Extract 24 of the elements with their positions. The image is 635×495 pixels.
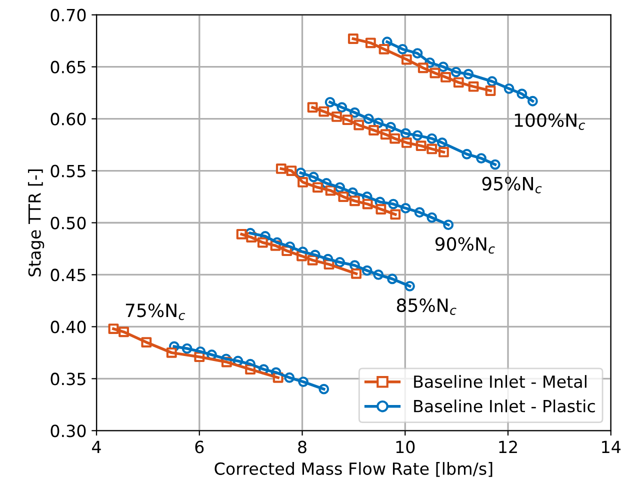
y-tick-label: 0.60 [50,112,86,126]
y-tick-label: 0.55 [50,164,86,178]
annotation: 100%N$_{c}$ [514,113,586,130]
y-tick-label: 0.40 [50,320,86,334]
x-tick-label: 4 [92,440,101,454]
x-tick-label: 6 [195,440,204,454]
annotation: 90%N$_{c}$ [435,237,495,254]
x-tick-label: 8 [298,440,306,454]
annotation: 85%N$_{c}$ [396,298,456,315]
y-tick-label: 0.45 [50,268,86,282]
y-tick-label: 0.70 [50,8,86,22]
y-tick-label: 0.35 [50,372,86,386]
y-tick-label: 0.65 [50,60,86,74]
x-tick-label: 10 [396,440,415,454]
x-tick-label: 12 [499,440,517,454]
y-axis-title: Stage TTR [-] [28,169,44,276]
annotation: 75%N$_{c}$ [126,304,186,320]
y-tick-label: 0.50 [50,216,86,230]
y-tick-label: 0.30 [50,424,86,438]
x-axis-title: Corrected Mass Flow Rate [lbm/s] [214,462,492,477]
legend-label: Baseline Inlet - Plastic [414,400,595,412]
legend-label: Baseline Inlet - Metal [414,375,586,388]
annotation: 95%N$_{c}$ [482,176,542,194]
x-tick-label: 14 [602,440,621,454]
